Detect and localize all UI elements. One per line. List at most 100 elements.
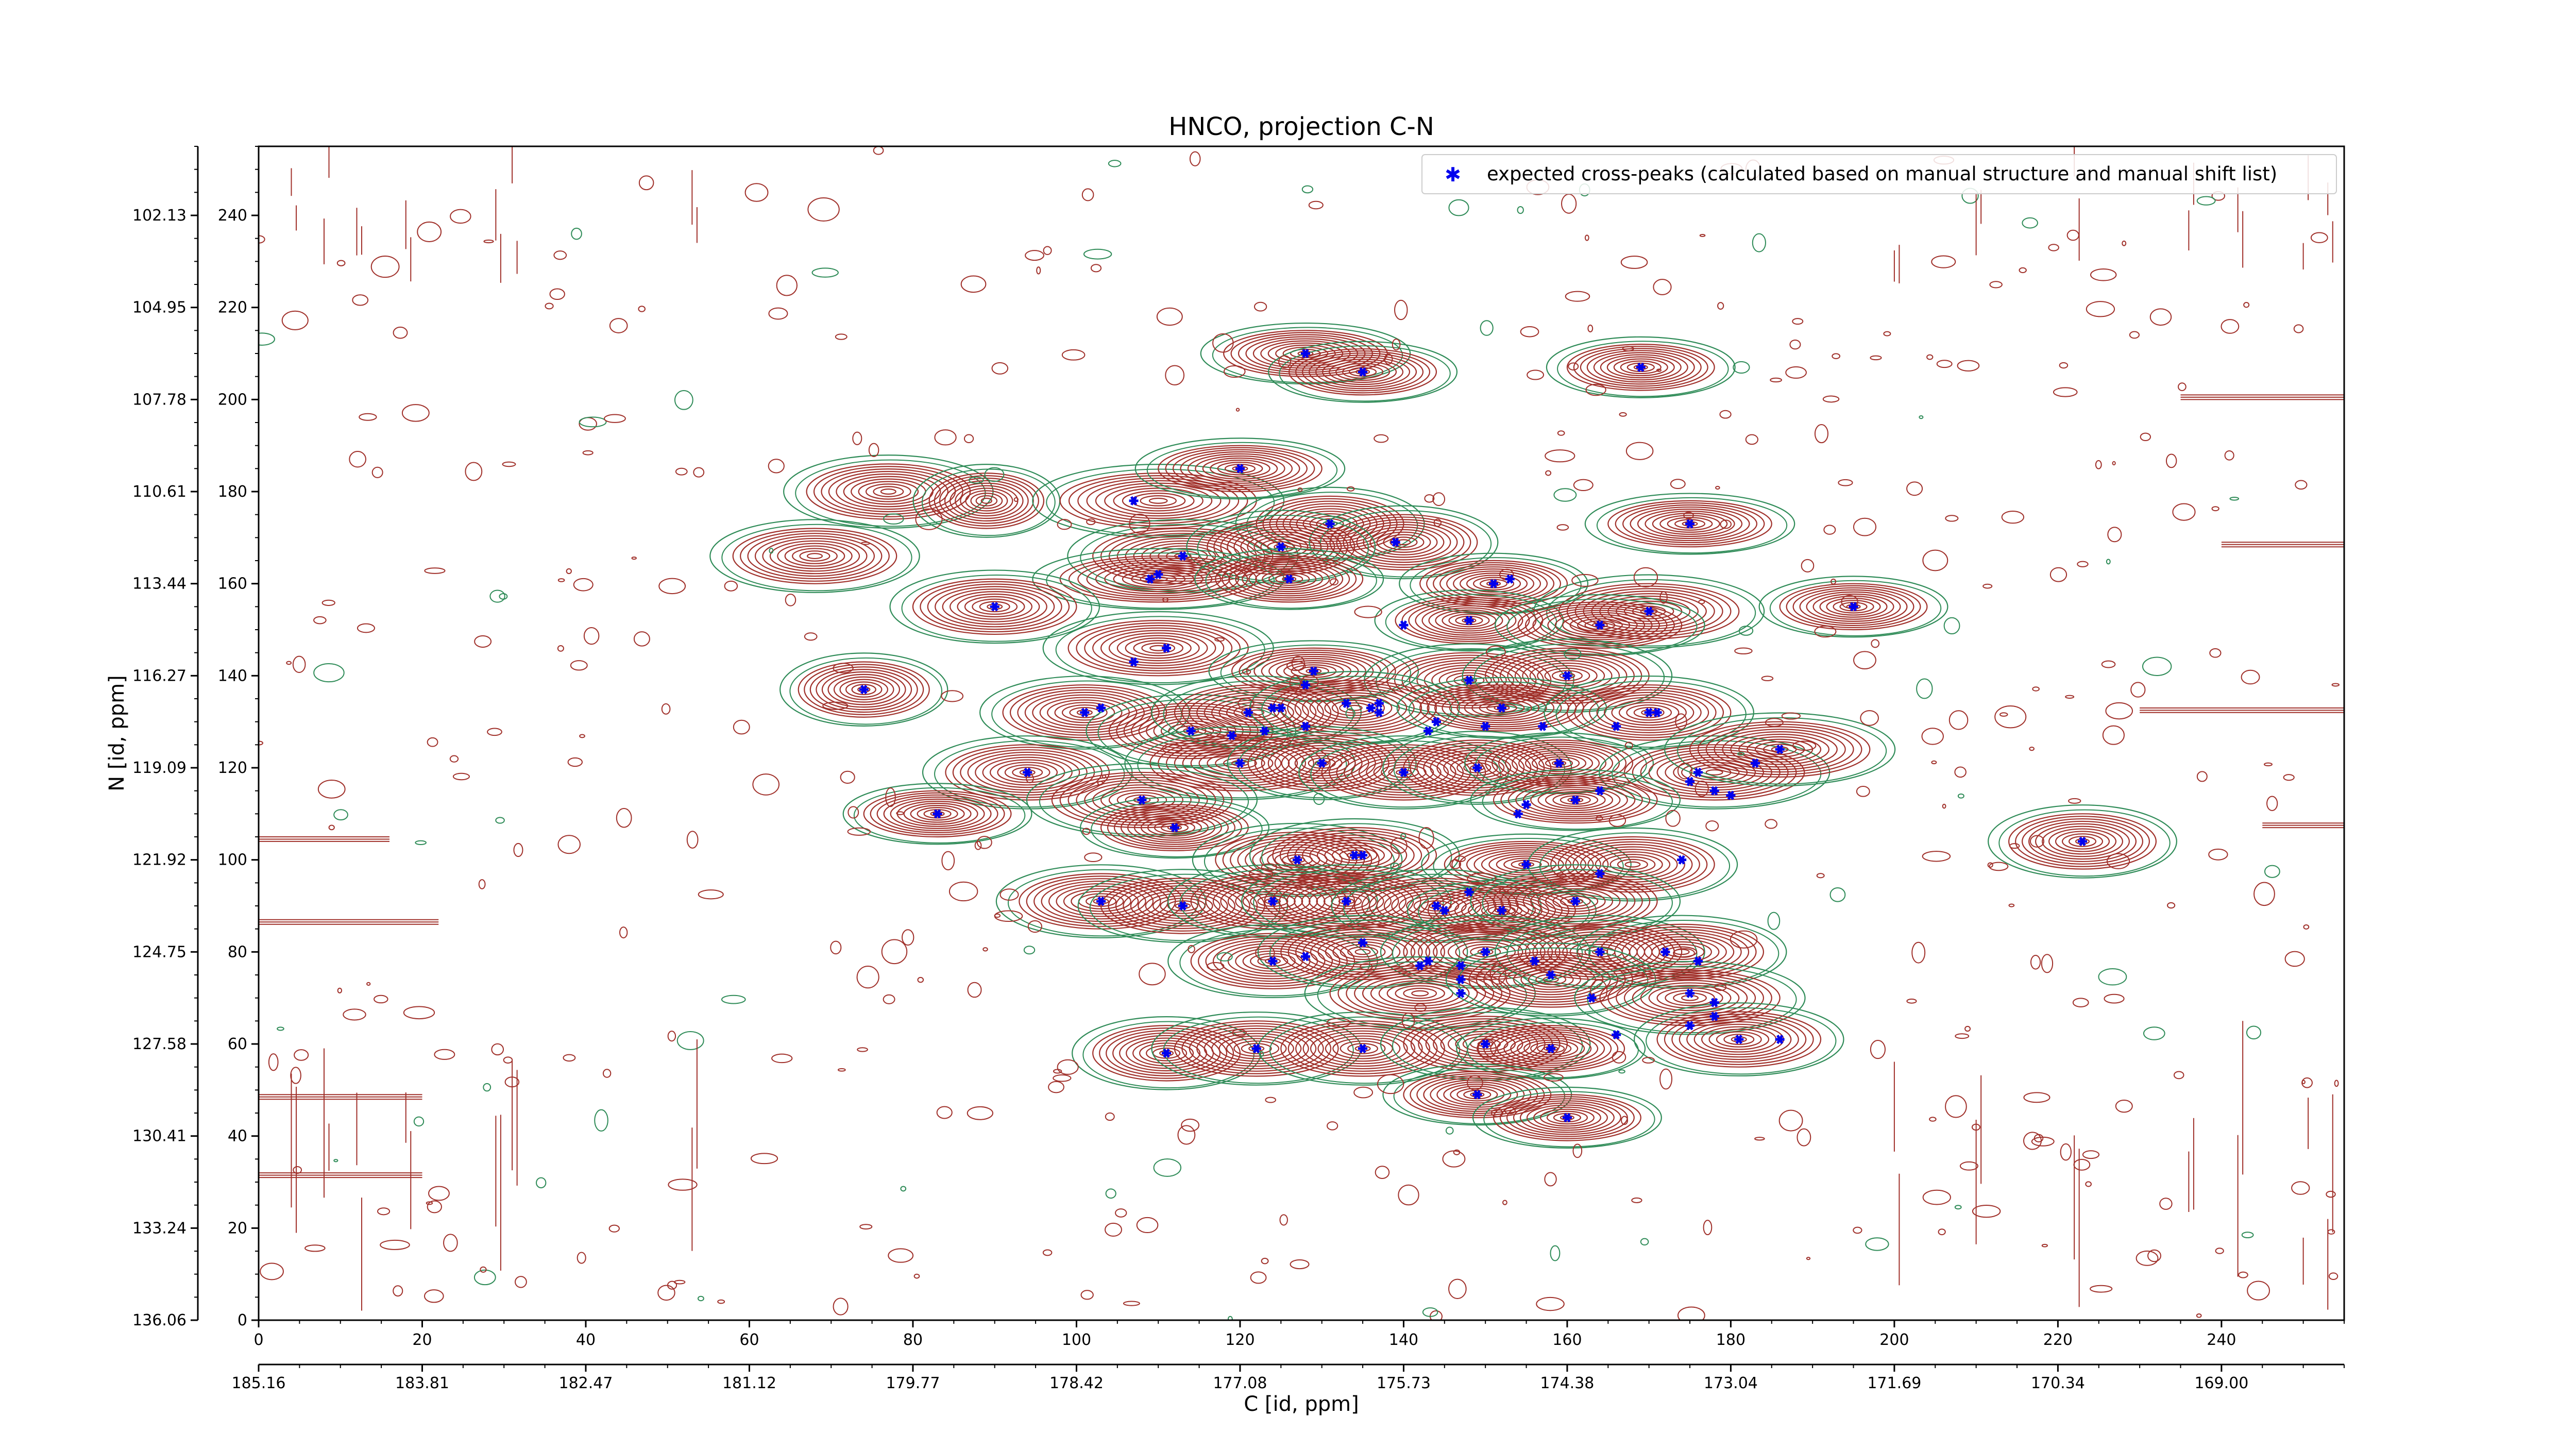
positive-contour (1346, 970, 1495, 1017)
cross-peak-marker (1268, 897, 1278, 906)
cross-peak-marker (1570, 897, 1580, 906)
positive-contour (1569, 616, 1631, 634)
x-tick-label: 180 (1716, 1331, 1745, 1349)
noise-contour (661, 703, 671, 715)
noise-contour (290, 1067, 301, 1084)
noise-contour (515, 1276, 527, 1288)
noise-contour (1329, 578, 1339, 586)
positive-contour (1148, 497, 1168, 504)
cross-peak-marker (1538, 721, 1548, 731)
positive-contour (1138, 890, 1228, 922)
positive-contour (1294, 687, 1415, 729)
positive-contour (1476, 954, 1626, 1005)
noise-contour (2105, 702, 2133, 720)
positive-contour (1298, 666, 1329, 676)
negative-contour (1546, 579, 1756, 647)
positive-contour (939, 477, 1034, 524)
y-tick-label: 20 (228, 1219, 247, 1237)
negative-contour (1046, 468, 1275, 536)
positive-contour (1198, 935, 1348, 987)
positive-contour (1552, 793, 1599, 807)
noise-contour (1989, 281, 2003, 289)
noise-contour (1214, 637, 1225, 642)
noise-contour (2221, 319, 2240, 334)
positive-contour (1629, 934, 1735, 970)
cross-peak-marker (1481, 947, 1490, 957)
noise-contour (2001, 511, 2025, 524)
positive-contour (804, 664, 924, 715)
noise-contour (1490, 1109, 1504, 1117)
noise-contour (424, 567, 446, 574)
chart-title: HNCO, projection C-N (1168, 112, 1434, 141)
positive-contour (1523, 1039, 1579, 1058)
noise-contour (1394, 299, 1408, 321)
noise-contour (2293, 324, 2304, 333)
cross-peak-marker (1464, 616, 1474, 626)
positive-contour (1517, 1037, 1585, 1060)
positive-contour (1041, 880, 1161, 922)
cross-peak-marker (1644, 707, 1654, 717)
positive-contour (935, 586, 1055, 628)
contour-peak (1257, 915, 1468, 989)
positive-contour (1786, 585, 1921, 629)
negative-contour (1557, 341, 1729, 397)
y-ppm-tick-label: 107.78 (132, 391, 187, 409)
positive-contour (1220, 942, 1326, 980)
noise-contour (994, 910, 1023, 922)
positive-contour (1369, 529, 1438, 555)
positive-contour (1812, 593, 1894, 620)
y-tick-label: 100 (218, 851, 247, 869)
positive-contour (1522, 785, 1628, 816)
positive-contour (1532, 605, 1668, 645)
noise-contour (579, 416, 607, 428)
cross-peak-marker (1685, 777, 1695, 786)
cross-peak-marker (1530, 956, 1539, 966)
positive-contour (1674, 519, 1706, 529)
positive-contour (809, 666, 918, 713)
positive-contour (1614, 929, 1750, 975)
positive-contour (821, 671, 906, 708)
noise-contour (717, 1299, 725, 1304)
noise-contour (883, 994, 895, 1004)
noise-contour (393, 326, 408, 339)
positive-contour (1471, 699, 1532, 717)
noise-contour (2328, 1272, 2338, 1280)
positive-contour (1281, 747, 1363, 779)
noise-contour (1517, 206, 1524, 214)
positive-contour (1076, 622, 1241, 674)
negative-contour (1506, 920, 1698, 987)
noise-contour (811, 267, 839, 278)
noise-contour (1301, 675, 1319, 689)
positive-contour (1262, 570, 1317, 588)
positive-contour (1413, 898, 1460, 914)
noise-contour (1520, 326, 1539, 338)
noise-contour (1883, 331, 1891, 336)
positive-contour (1421, 605, 1517, 636)
noise-contour (1642, 1057, 1655, 1064)
positive-contour (1347, 946, 1379, 958)
cross-peak-marker (1358, 367, 1368, 377)
noise-contour (1156, 307, 1183, 326)
positive-contour (1354, 949, 1371, 955)
noise-contour (491, 1043, 504, 1056)
positive-contour (1464, 697, 1540, 719)
contour-peak (1584, 493, 1795, 555)
positive-contour (1622, 504, 1758, 544)
noise-contour (1410, 685, 1430, 694)
noise-contour (1926, 354, 1934, 360)
positive-contour (1537, 1043, 1565, 1054)
noise-contour (1105, 1112, 1115, 1121)
cross-peak-marker (1587, 993, 1597, 1003)
noise-contour (2173, 1071, 2184, 1080)
x-tick-label: 80 (903, 1331, 923, 1349)
positive-contour (1466, 575, 1521, 593)
negative-contour (1192, 822, 1403, 897)
contour-peak (1374, 589, 1564, 652)
noise-contour (2090, 1285, 2113, 1293)
positive-contour (1626, 362, 1655, 373)
positive-contour (1316, 842, 1393, 869)
cross-peak-marker (1612, 721, 1621, 731)
noise-contour (1346, 486, 1355, 492)
y-ppm-tick-label: 119.09 (132, 759, 187, 777)
y-tick-label: 40 (228, 1127, 247, 1145)
